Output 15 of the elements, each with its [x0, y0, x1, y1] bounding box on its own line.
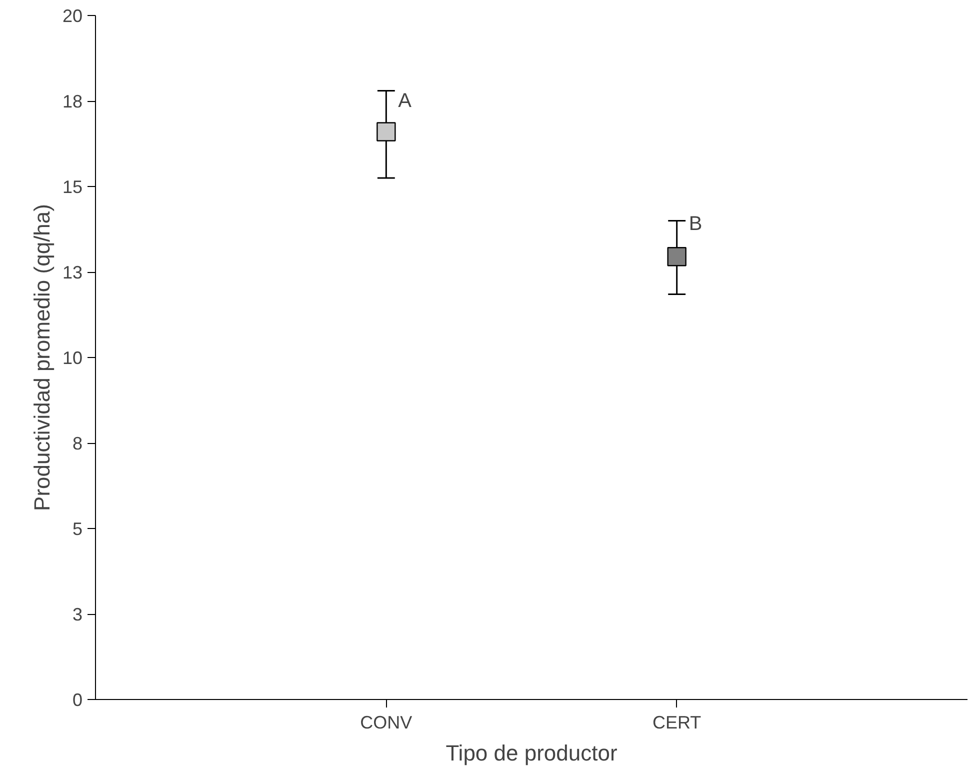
y-tick-label: 10 — [62, 348, 83, 368]
annotation: B — [688, 213, 702, 236]
x-tick-label: CONV — [360, 712, 412, 732]
y-tick-label: 13 — [62, 262, 83, 282]
x-tick-label: CERT — [652, 712, 702, 732]
y-tick-label: 18 — [62, 92, 83, 112]
x-axis-title: Tipo de productor — [446, 740, 618, 766]
y-tick-label: 8 — [72, 434, 83, 454]
y-axis-title: Productividad promedio (qq/ha) — [29, 204, 54, 511]
y-tick-label: 3 — [72, 604, 83, 624]
y-tick-label: 15 — [62, 177, 83, 197]
y-tick-label: 20 — [62, 6, 83, 26]
annotation: A — [398, 90, 412, 112]
y-tick-label: 0 — [72, 690, 83, 710]
y-tick-label: 5 — [72, 519, 83, 539]
